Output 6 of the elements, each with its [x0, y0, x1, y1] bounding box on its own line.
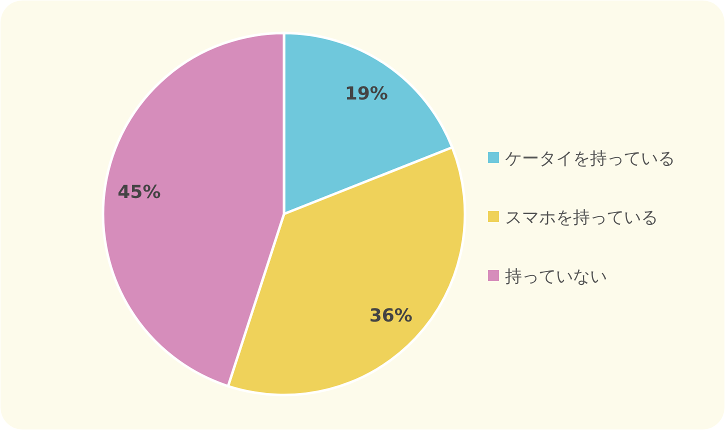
data-label: 45% [118, 182, 161, 204]
legend-label: ケータイを持っている [505, 149, 675, 169]
legend-label: スマホを持っている [505, 208, 658, 228]
data-label: 36% [369, 305, 412, 326]
legend-label: 持っていない [505, 267, 607, 287]
data-label: 19% [344, 84, 388, 105]
